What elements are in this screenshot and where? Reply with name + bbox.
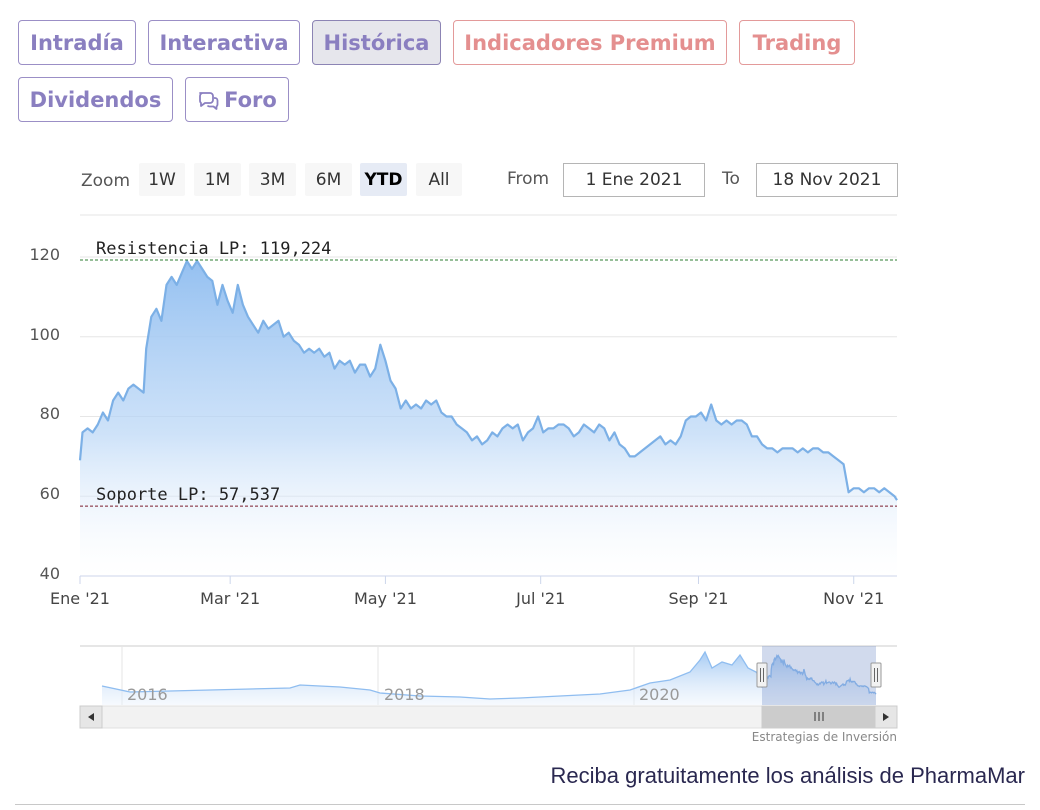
chat-bubbles-icon	[197, 89, 219, 111]
tab-foro[interactable]: Foro	[185, 77, 289, 122]
navigator[interactable]	[79, 645, 898, 729]
handle-body	[870, 662, 882, 688]
tab-intradia-label: Intradía	[30, 30, 124, 55]
arrow-left-icon	[88, 713, 94, 721]
tab-historica[interactable]: Histórica	[312, 20, 441, 65]
navigator-right-handle[interactable]	[870, 662, 882, 688]
zoom-button-all[interactable]: All	[416, 163, 462, 196]
zoom-button-3m[interactable]: 3M	[249, 163, 296, 196]
y-tick-label: 40	[39, 564, 60, 583]
scrollbar-right-button[interactable]	[874, 705, 898, 729]
cta-text[interactable]: Reciba gratuitamente los análisis de Pha…	[550, 763, 1025, 788]
resistance-label: Resistencia LP: 119,224	[96, 239, 332, 260]
zoom-button-1w[interactable]: 1W	[139, 163, 185, 196]
tab-foro-label: Foro	[224, 87, 277, 112]
x-tick-label: Mar '21	[200, 589, 261, 608]
from-label: From	[507, 169, 550, 189]
plot-lines-group	[80, 259, 897, 507]
to-date-input[interactable]: 18 Nov 2021	[756, 163, 898, 197]
tab-trading[interactable]: Trading	[739, 20, 855, 65]
scrollbar-thumb[interactable]	[761, 705, 877, 729]
price-area-group	[78, 259, 898, 576]
price-line	[78, 259, 898, 501]
tab-interactiva[interactable]: Interactiva	[148, 20, 300, 65]
x-tick-label: Sep '21	[668, 589, 729, 608]
tab-intradia[interactable]: Intradía	[18, 20, 136, 65]
y-tick-label: 100	[29, 324, 60, 344]
y-tick-label: 80	[39, 404, 60, 424]
tab-historica-label: Histórica	[323, 30, 430, 55]
zoom-label: Zoom	[81, 171, 131, 191]
support-label: Soporte LP: 57,537	[96, 485, 281, 506]
tab-indicadores-premium[interactable]: Indicadores Premium	[453, 20, 727, 65]
from-date-input[interactable]: 1 Ene 2021	[563, 163, 705, 197]
x-tick-label: Jul '21	[516, 589, 566, 608]
zoom-button-6m[interactable]: 6M	[305, 163, 352, 196]
x-tick-label: Ene '21	[50, 589, 110, 608]
to-label: To	[722, 169, 740, 189]
zoom-button-1m[interactable]: 1M	[194, 163, 241, 196]
tab-dividendos[interactable]: Dividendos	[18, 77, 173, 122]
tab-dividendos-label: Dividendos	[29, 87, 162, 112]
chart-credits[interactable]: Estrategias de Inversión	[751, 730, 897, 744]
grid-lines	[80, 256, 897, 577]
navigator-year-2016: 2016	[127, 685, 168, 704]
y-tick-label: 60	[39, 484, 60, 504]
handle-body	[756, 662, 768, 688]
tab-trading-label: Trading	[752, 30, 842, 55]
x-tick-label: May '21	[353, 589, 417, 608]
navigator-left-handle[interactable]	[756, 662, 768, 688]
bottom-divider	[15, 804, 1025, 805]
navigator-area	[102, 652, 876, 705]
zoom-button-ytd[interactable]: YTD	[360, 163, 407, 196]
navigator-line	[101, 650, 877, 700]
navigator-selection-mask	[762, 646, 876, 705]
x-axis	[79, 575, 897, 584]
scrollbar-left-button[interactable]	[79, 705, 103, 729]
arrow-right-icon	[883, 713, 889, 721]
navigator-year-2018: 2018	[384, 685, 425, 704]
tab-interactiva-label: Interactiva	[159, 30, 289, 55]
x-tick-label: Nov '21	[823, 589, 885, 608]
price-area	[80, 261, 897, 576]
scrollbar-track	[79, 705, 898, 729]
tab-indicadores-premium-label: Indicadores Premium	[464, 30, 716, 55]
navigator-year-2020: 2020	[639, 685, 680, 704]
y-tick-label: 120	[29, 244, 60, 264]
